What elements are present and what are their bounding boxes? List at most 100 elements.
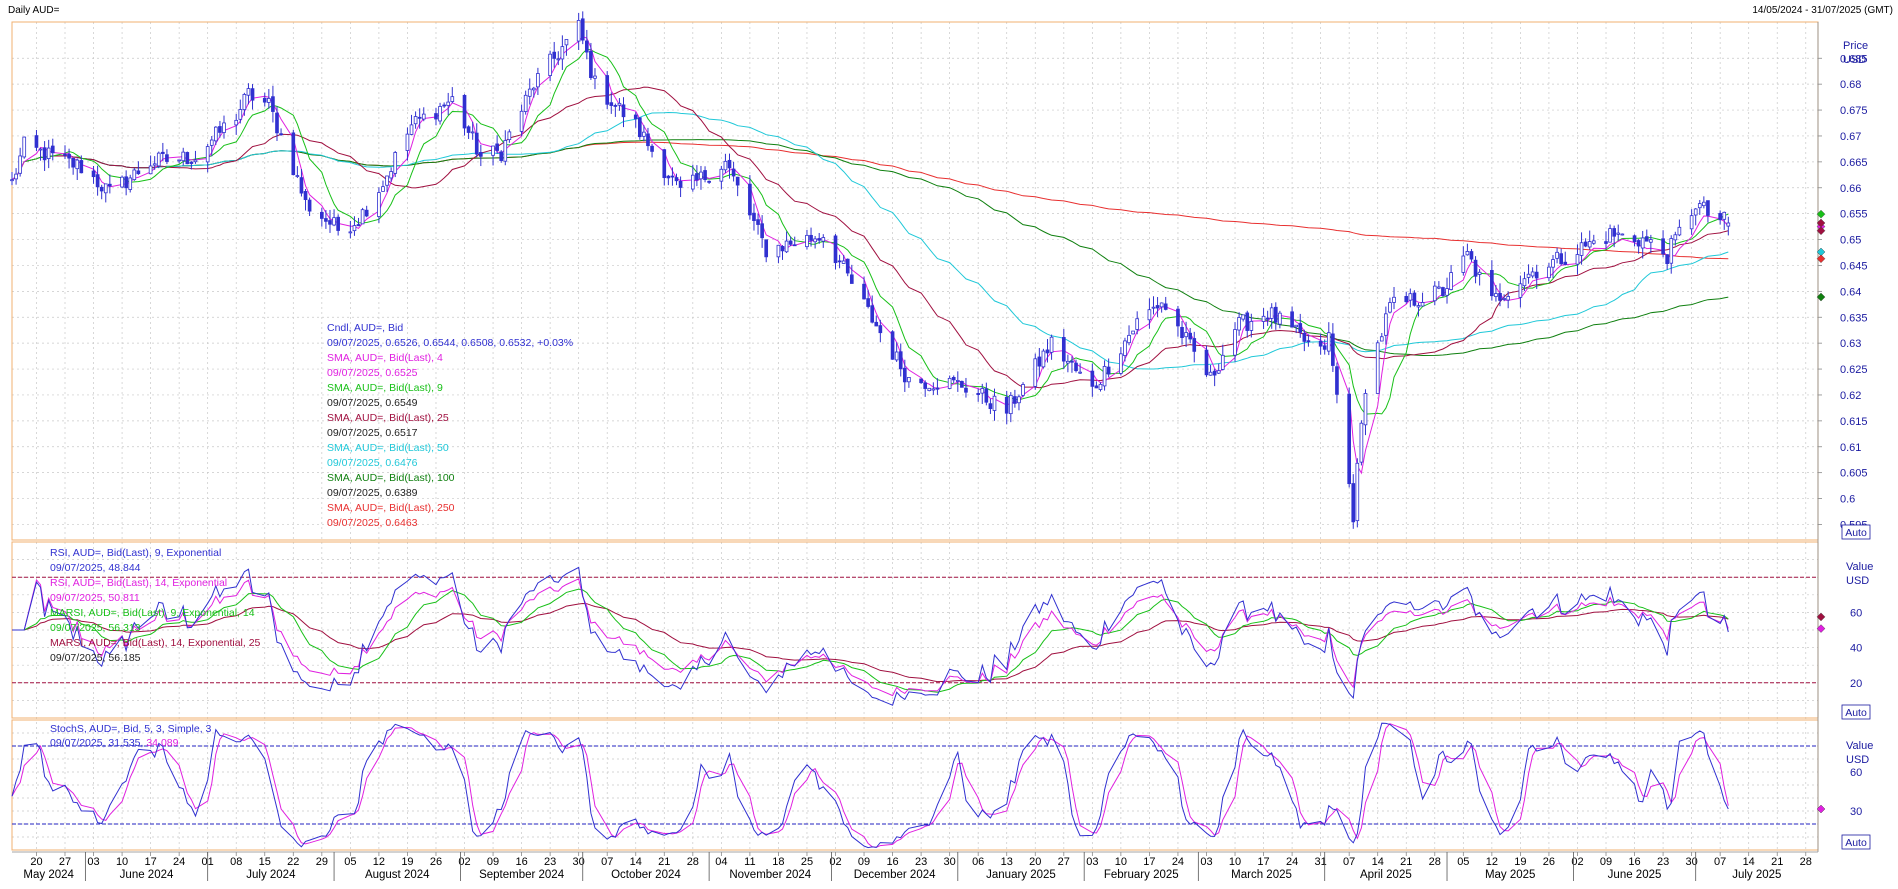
price-tick-label: 0.625 xyxy=(1840,364,1868,376)
candle-body xyxy=(474,132,479,155)
x-tick-label: 25 xyxy=(801,856,813,868)
candle-body xyxy=(1290,311,1294,328)
candle-body xyxy=(1502,298,1506,300)
candle-body xyxy=(1559,253,1563,265)
candle-body xyxy=(907,376,911,383)
x-tick-label: 23 xyxy=(544,856,556,868)
candle-body xyxy=(385,175,389,186)
candle-body xyxy=(271,96,275,112)
price-auto-label[interactable]: Auto xyxy=(1845,527,1867,539)
stoch-auto-button[interactable]: Auto xyxy=(1841,834,1871,850)
x-tick-label: 21 xyxy=(1400,856,1412,868)
candle-body xyxy=(71,157,75,168)
candle-body xyxy=(1722,211,1727,220)
stoch-last-marker xyxy=(1816,804,1826,814)
x-tick-label: 07 xyxy=(1714,856,1726,868)
candle-body xyxy=(1298,323,1303,333)
candle-body xyxy=(1094,385,1099,389)
stoch-legend-label: StochS, AUD=, Bid, 5, 3, Simple, 3 xyxy=(50,723,212,735)
candle-body xyxy=(1070,360,1074,363)
candle-body xyxy=(279,133,283,136)
candle-body xyxy=(1013,396,1017,404)
stoch-legend: StochS, AUD=, Bid, 5, 3, Simple, 3 09/07… xyxy=(50,723,212,749)
candle-body xyxy=(902,367,907,383)
candle-body xyxy=(1061,337,1066,362)
stoch-auto-label[interactable]: Auto xyxy=(1845,837,1867,849)
sma100-last-marker xyxy=(1816,292,1826,302)
candle-body xyxy=(849,274,854,284)
x-tick-label: 12 xyxy=(1486,856,1498,868)
price-tick-label: 0.655 xyxy=(1840,209,1868,221)
candle-body xyxy=(1579,242,1584,256)
x-tick-label: 19 xyxy=(1514,856,1526,868)
candle-body xyxy=(1147,309,1152,321)
candle-body xyxy=(960,380,964,388)
candle-body xyxy=(1490,270,1494,297)
rsi-tick-label: 60 xyxy=(1850,607,1862,619)
candle-body xyxy=(1404,296,1409,303)
candle-body xyxy=(1192,338,1197,352)
sma4-legend-value: 09/07/2025, 0.6525 xyxy=(327,367,418,379)
price-tick-label: 0.61 xyxy=(1840,442,1861,454)
candle-body xyxy=(136,170,141,175)
rsi-auto-label[interactable]: Auto xyxy=(1845,707,1867,719)
candle-body xyxy=(348,231,353,234)
month-label: July 2024 xyxy=(246,869,296,881)
candle-body xyxy=(1636,240,1641,247)
candle-body xyxy=(980,388,985,394)
candle-body xyxy=(580,18,585,41)
candle-body xyxy=(222,122,226,133)
stoch-axis-title: Value USD xyxy=(1846,740,1873,766)
candle-body xyxy=(1649,239,1653,243)
month-label: August 2024 xyxy=(365,869,430,881)
candle-body xyxy=(548,53,552,76)
price-tick-label: 0.62 xyxy=(1840,390,1861,402)
candle-body xyxy=(193,159,198,163)
candle-body xyxy=(1021,384,1025,396)
series-layer xyxy=(10,11,1731,849)
candle-body xyxy=(1078,371,1082,374)
grid-layer xyxy=(12,22,1818,850)
marsi14-legend-label: MARSI, AUD=, Bid(Last), 14, Exponential,… xyxy=(50,637,261,649)
price-tick-label: 0.635 xyxy=(1840,312,1868,324)
price-auto-button[interactable]: Auto xyxy=(1841,524,1871,540)
candle-body xyxy=(1098,383,1103,390)
rsi-auto-button[interactable]: Auto xyxy=(1841,704,1871,720)
rsi-axis-title-line2: USD xyxy=(1846,575,1869,587)
candle-body xyxy=(556,58,561,61)
candle-body xyxy=(478,152,483,157)
candle-body xyxy=(381,186,385,192)
rsi14-legend-value: 09/07/2025, 50.811 xyxy=(50,592,140,604)
candle-body xyxy=(152,163,157,166)
candle-body xyxy=(1575,254,1580,265)
candle-body xyxy=(1306,340,1311,343)
price-axis-title-line1: Price xyxy=(1843,40,1868,52)
candle-body xyxy=(862,283,866,300)
candle-body xyxy=(1241,314,1246,320)
candle-body xyxy=(324,218,328,222)
candle-body xyxy=(1208,371,1213,376)
candle-body xyxy=(189,161,194,164)
price-tick-label: 0.68 xyxy=(1840,79,1861,91)
rsi-auto-box[interactable] xyxy=(1841,704,1871,720)
candle-body xyxy=(108,183,112,187)
candle-body xyxy=(1522,278,1527,287)
candle-body xyxy=(837,260,842,263)
candle-body xyxy=(1612,228,1616,237)
stoch-auto-box[interactable] xyxy=(1841,834,1871,850)
candle-body xyxy=(707,180,711,183)
candle-body xyxy=(291,132,296,176)
x-tick-label: 06 xyxy=(972,856,984,868)
candle-body xyxy=(552,51,557,59)
candle-body xyxy=(756,219,760,225)
candle-body xyxy=(964,387,968,393)
candle-body xyxy=(1461,255,1466,273)
x-tick-label: 27 xyxy=(1058,856,1070,868)
candle-body xyxy=(1706,200,1710,216)
candle-body xyxy=(148,165,153,175)
candle-body xyxy=(748,183,752,216)
candle-body xyxy=(156,152,161,167)
candle-body xyxy=(637,117,642,138)
price-auto-box[interactable] xyxy=(1841,524,1871,540)
